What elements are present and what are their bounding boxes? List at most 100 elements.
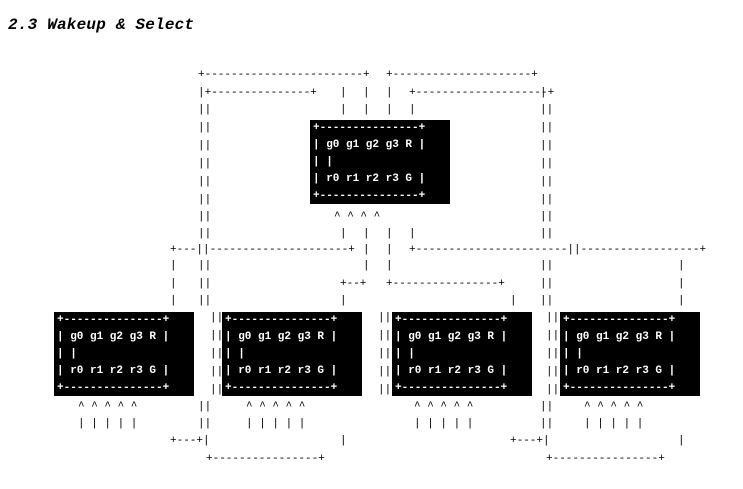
wire-segment: || — [540, 104, 553, 116]
wire-segment: || — [378, 348, 391, 360]
wire-segment: | | | | | — [584, 418, 643, 430]
block-row-middle: | | — [563, 348, 583, 360]
wire-segment: ^ ^ ^ ^ ^ — [78, 401, 137, 413]
wire-segment: ^ ^ ^ ^ — [334, 211, 380, 223]
wire-segment: || — [210, 312, 223, 324]
wire-segment: | — [678, 260, 685, 272]
wire-segment: || — [198, 176, 211, 188]
wire-segment: || — [198, 295, 211, 307]
wire-segment: || — [540, 260, 553, 272]
wire-segment: || — [546, 384, 559, 396]
wire-segment: |+---------------+ — [198, 87, 317, 99]
block-border-top: +---------------+ — [225, 314, 338, 326]
wire-segment: || — [198, 228, 211, 240]
wire-segment: || — [378, 330, 391, 342]
wire-segment: || — [540, 295, 553, 307]
wire-segment: +---+| — [510, 435, 550, 447]
block-border-top: +---------------+ — [395, 314, 508, 326]
wire-segment: +----------------+ — [386, 278, 505, 290]
block-border-bottom: +---------------+ — [57, 382, 170, 394]
wire-segment: || — [540, 194, 553, 206]
wire-segment: | — [363, 228, 370, 240]
wire-segment: || — [198, 211, 211, 223]
wire-segment: | — [363, 87, 370, 99]
diagram-title: 2.3 Wakeup & Select — [8, 16, 195, 34]
wire-segment: || — [540, 418, 553, 430]
wire-segment: | — [340, 87, 347, 99]
block-unit-1: +---------------+ | g0 g1 g2 g3 R | | | | r… — [54, 312, 194, 396]
wire-segment: || — [378, 312, 391, 324]
wire-segment: | — [340, 435, 347, 447]
block-row-middle: | | — [57, 348, 77, 360]
wire-segment: || — [198, 278, 211, 290]
wire-segment: | — [386, 244, 393, 256]
wire-segment: | — [363, 244, 370, 256]
wire-segment: || — [540, 176, 553, 188]
block-row-requests: | r0 r1 r2 r3 G | — [57, 365, 169, 377]
wire-segment: ^ ^ ^ ^ ^ — [246, 401, 305, 413]
block-row-grants: | g0 g1 g2 g3 R | — [395, 331, 507, 343]
wire-segment: || — [198, 104, 211, 116]
block-background — [54, 312, 194, 396]
block-background — [222, 312, 362, 396]
wire-segment: +----------------+ — [546, 453, 665, 465]
wire-segment: | — [170, 260, 177, 272]
ascii-wires: +------------------------+ +-------------… — [78, 69, 706, 465]
wire-segment: | | | | | — [246, 418, 305, 430]
wire-segment: | — [386, 87, 393, 99]
wire-segment: +---||---------------------+ — [170, 244, 355, 256]
block-row-requests: | r0 r1 r2 r3 G | — [225, 365, 337, 377]
wire-segment: | — [678, 295, 685, 307]
block-row-middle: | | — [395, 348, 415, 360]
wire-segment: +--+ — [340, 278, 366, 290]
wire-segment: || — [198, 260, 211, 272]
wire-segment: +---------------------+ — [386, 69, 538, 81]
wire-segment: || — [540, 228, 553, 240]
wire-segment: | — [340, 228, 347, 240]
wire-segment: +--------------------+ — [409, 87, 554, 99]
wire-segment: || — [210, 348, 223, 360]
wire-segment: +-----------------------||--------------… — [409, 244, 706, 256]
block-border-bottom: +---------------+ — [563, 382, 676, 394]
block-border-bottom: +---------------+ — [225, 382, 338, 394]
wire-segment: || — [210, 366, 223, 378]
wire-segment: || — [198, 401, 211, 413]
wire-segment: | — [510, 295, 517, 307]
wire-segment: || — [546, 366, 559, 378]
wire-segment: | — [409, 104, 416, 116]
wire-segment: || — [546, 348, 559, 360]
wire-segment: || — [540, 140, 553, 152]
wire-segment: | — [386, 228, 393, 240]
wire-segment: ^ ^ ^ ^ ^ — [584, 401, 643, 413]
wire-segment: | — [386, 104, 393, 116]
wire-segment: | — [540, 87, 547, 99]
wire-segment: || — [540, 211, 553, 223]
wire-segment: | — [340, 104, 347, 116]
block-row-grants: | g0 g1 g2 g3 R | — [563, 331, 675, 343]
block-border-top: +---------------+ — [563, 314, 676, 326]
block-background — [310, 120, 450, 204]
wire-segment: | — [170, 295, 177, 307]
block-row-middle: | | — [313, 156, 333, 168]
wire-segment: || — [198, 158, 211, 170]
block-unit-3: +---------------+ | g0 g1 g2 g3 R | | | | r… — [392, 312, 532, 396]
block-row-grants: | g0 g1 g2 g3 R | — [57, 331, 169, 343]
block-row-grants: | g0 g1 g2 g3 R | — [225, 331, 337, 343]
wire-segment: | — [170, 278, 177, 290]
block-row-grants: | g0 g1 g2 g3 R | — [313, 139, 425, 151]
wire-segment: | — [363, 104, 370, 116]
block-border-top: +---------------+ — [313, 122, 426, 134]
wire-segment: +---+| — [170, 435, 210, 447]
wire-segment: || — [378, 366, 391, 378]
wire-segment: || — [210, 330, 223, 342]
wire-segment: | | | | | — [414, 418, 473, 430]
block-central-arbiter: +---------------+ | g0 g1 g2 g3 R | | | | r… — [310, 120, 450, 204]
wire-segment: | — [340, 295, 347, 307]
block-background — [392, 312, 532, 396]
block-row-middle: | | — [225, 348, 245, 360]
wire-segment: | | | | | — [78, 418, 137, 430]
wire-segment: ^ ^ ^ ^ ^ — [414, 401, 473, 413]
block-unit-2: +---------------+ | g0 g1 g2 g3 R | | | | r… — [222, 312, 362, 396]
wire-segment: || — [540, 278, 553, 290]
